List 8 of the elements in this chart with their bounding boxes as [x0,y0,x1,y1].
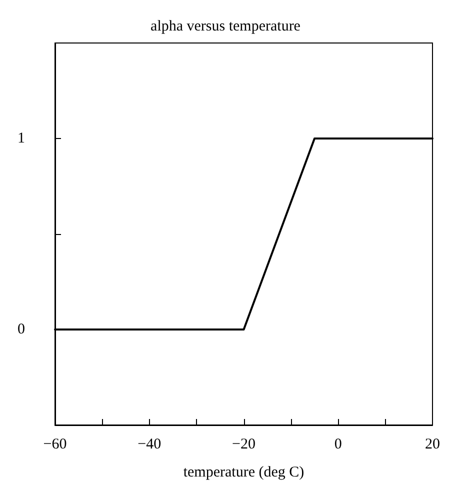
x-tick-label: −60 [43,436,67,452]
x-axis-title: temperature (deg C) [183,464,304,480]
x-tick-label: 20 [425,436,440,452]
chart-title: alpha versus temperature [150,18,301,34]
y-tick-label: 1 [18,130,25,146]
x-tick-label: −40 [138,436,162,452]
x-tick-label: −20 [232,436,256,452]
x-tick-label: 0 [334,436,342,452]
